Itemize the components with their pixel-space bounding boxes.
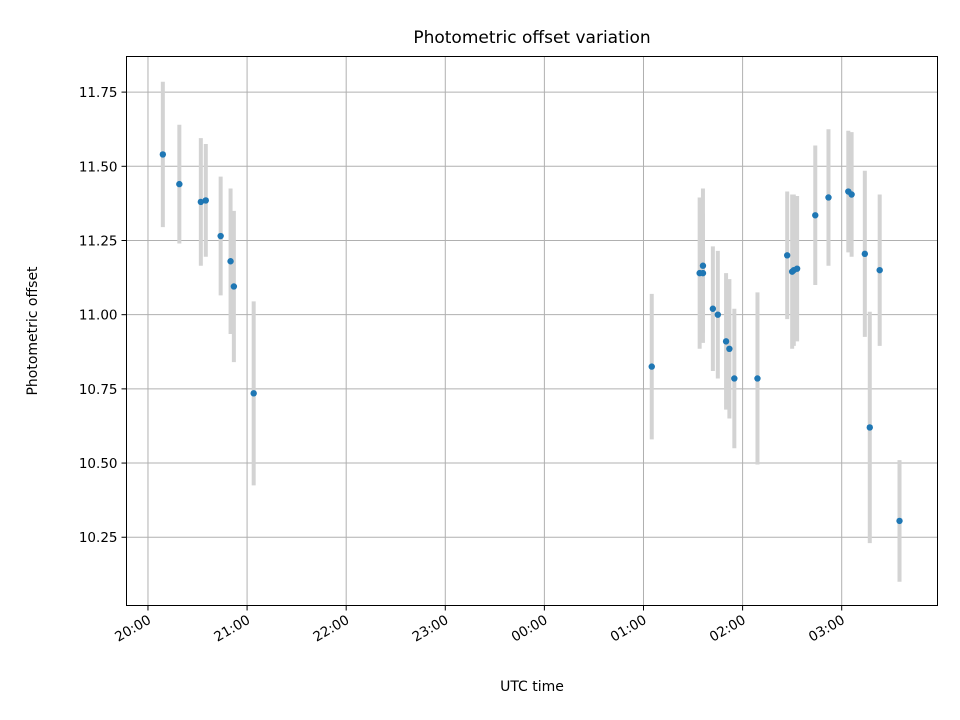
data-point: [709, 305, 717, 312]
data-point: [202, 197, 209, 204]
y-tick-label: 11.75: [79, 85, 118, 101]
data-point: [812, 212, 819, 219]
grid-layer: [126, 56, 938, 606]
data-point: [866, 424, 873, 431]
data-point: [714, 311, 722, 318]
y-tick-label: 11.00: [79, 308, 118, 324]
data-point: [783, 252, 791, 259]
data-point: [731, 375, 738, 382]
data-point: [699, 269, 707, 277]
data-point: [648, 363, 655, 370]
data-point: [227, 258, 234, 265]
point-layer: [159, 151, 903, 525]
y-axis-label: Photometric offset: [25, 266, 41, 396]
data-point: [861, 250, 869, 258]
data-point: [825, 194, 832, 201]
data-point: [230, 283, 238, 290]
y-tick-label: 10.50: [79, 456, 118, 472]
data-point: [726, 345, 733, 353]
chart-title: Photometric offset variation: [413, 28, 650, 48]
data-point: [754, 375, 761, 382]
data-point: [876, 266, 883, 274]
data-point: [159, 151, 167, 158]
y-tick-label: 11.25: [79, 233, 118, 249]
data-point: [896, 517, 903, 525]
data-point: [848, 191, 855, 198]
plot-frame: [126, 56, 938, 606]
data-point: [217, 232, 224, 240]
data-point: [699, 262, 707, 269]
data-point: [793, 265, 801, 272]
data-point: [176, 180, 183, 188]
data-point: [250, 390, 257, 397]
data-point: [722, 338, 730, 345]
y-tick-label: 10.75: [79, 382, 118, 398]
x-axis-label: UTC time: [500, 679, 564, 695]
y-tick-label: 10.25: [79, 530, 118, 546]
y-tick-label: 11.50: [79, 159, 118, 175]
data-point: [197, 198, 205, 206]
